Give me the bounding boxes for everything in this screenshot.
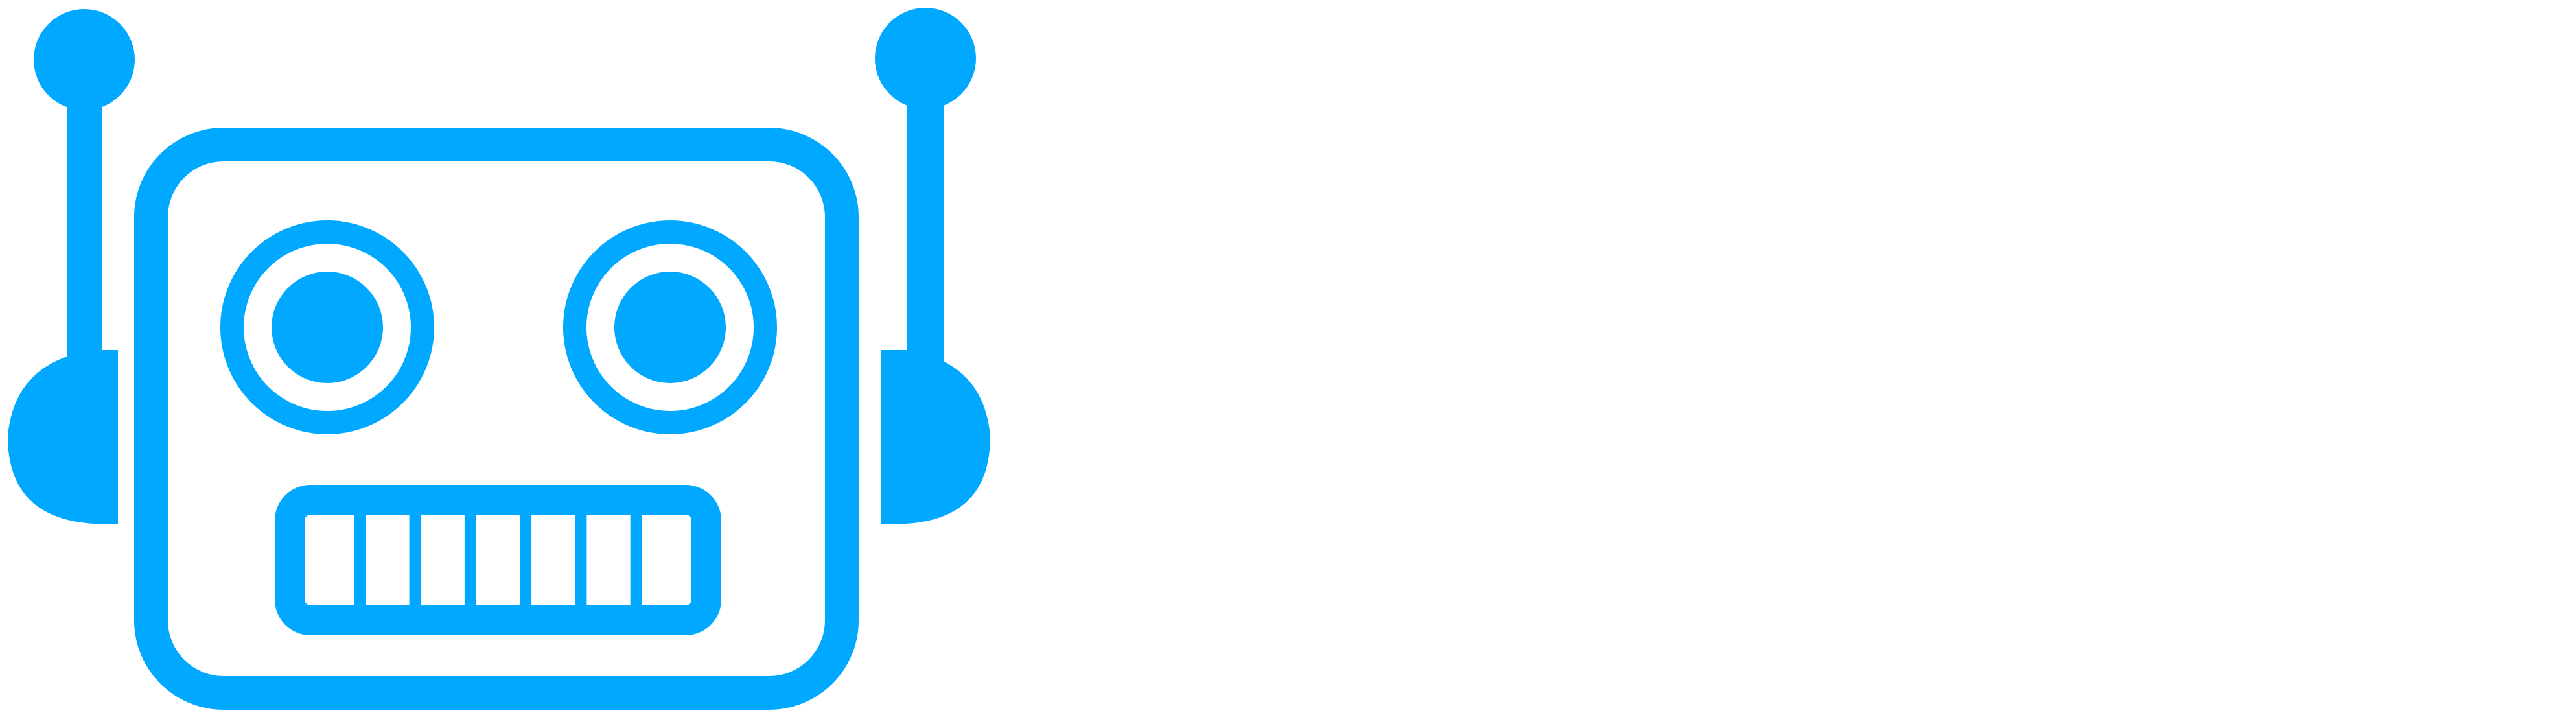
left-antenna-knob (34, 9, 135, 110)
right-antenna-knob (875, 8, 976, 109)
right-eye-pupil (614, 272, 726, 383)
right-antenna-stem (907, 97, 944, 366)
tooth-divider (575, 515, 586, 605)
left-ear (8, 350, 118, 524)
mouth-frame (290, 500, 706, 620)
robot-icon (0, 0, 998, 726)
tooth-divider (410, 515, 421, 605)
tooth-divider (631, 515, 642, 605)
mouth-teeth (354, 515, 642, 605)
left-eye-pupil (272, 272, 383, 383)
right-ear (881, 350, 990, 524)
tooth-divider (520, 515, 531, 605)
robot-head-logo (8, 8, 990, 693)
left-antenna-stem (67, 97, 102, 369)
tooth-divider (465, 515, 476, 605)
tooth-divider (354, 515, 366, 605)
